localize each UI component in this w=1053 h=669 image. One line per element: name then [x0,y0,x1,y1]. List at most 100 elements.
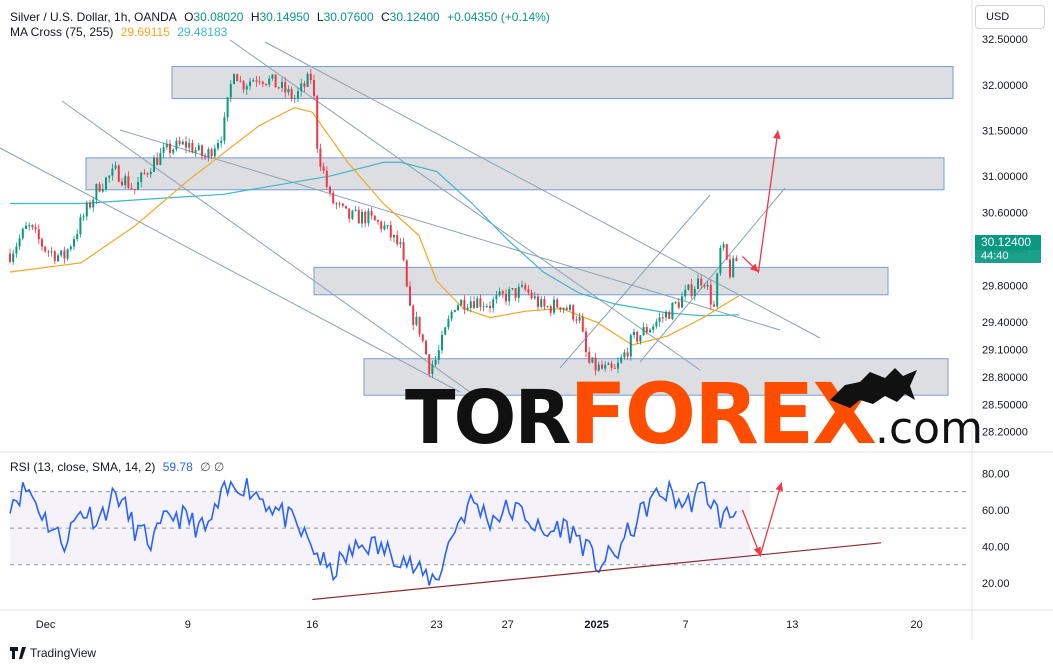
candle-body [658,317,661,322]
candle [684,284,687,301]
candle [428,353,431,378]
currency-selector[interactable]: USD [975,5,1045,29]
candle [713,300,715,308]
candle [146,172,149,178]
candle [537,293,539,311]
candle-body [645,327,648,333]
candle [463,295,466,315]
candle-body [527,289,530,293]
price-tick-label: 28.50000 [982,399,1028,411]
candle [402,237,405,262]
candle-body [367,211,370,224]
ma-slow-value: 29.48183 [177,25,228,39]
candle [697,274,699,290]
symbol-title[interactable]: Silver / U.S. Dollar, 1h, OANDA [10,10,177,24]
candle [287,85,290,96]
candle [258,76,261,85]
rsi-label[interactable]: RSI (13, close, SMA, 14, 2) [10,460,156,474]
candle [181,139,184,146]
candle-body [281,81,283,88]
rsi-tick-label: 20.00 [982,578,1010,590]
candle [597,361,600,372]
candle [357,206,360,224]
candle [482,301,485,312]
candle [149,167,152,178]
candle-body [722,244,725,248]
candle-body [677,302,680,308]
candle-body [716,273,719,307]
candle-body [668,311,671,319]
candle-body [482,306,485,308]
candle-body [322,166,325,171]
ma-fast-value: 29.69115 [120,25,170,39]
tradingview-logo[interactable]: TradingView [10,646,96,660]
ma-label[interactable]: MA Cross (75, 255) [10,25,114,39]
candle-body [25,225,27,229]
candle-body [543,299,546,307]
candle [229,80,232,103]
candle [546,305,549,308]
candle [121,178,123,187]
candle-body [188,143,191,148]
candle-body [293,98,296,100]
candle-body [524,285,527,290]
candle-body [178,140,181,145]
candle [415,311,418,327]
candle-body [146,173,149,175]
candle-body [213,148,216,157]
candle-body [207,149,210,158]
bar-countdown: 44:40 [975,250,1041,263]
candle [645,323,648,335]
candle [677,298,680,310]
price-projection-arrow-head [749,263,759,272]
candle-body [210,149,213,157]
candle [207,147,210,162]
price-tick-label: 29.10000 [982,345,1028,357]
candle [514,288,517,301]
candle-body [316,96,319,149]
candle-body [671,302,674,319]
candle-body [53,251,56,262]
candle-body [373,215,376,221]
candle-body [37,229,40,240]
candle [85,200,88,221]
candle-body [165,143,168,148]
candle [114,161,117,170]
candle [252,77,255,82]
candle-body [76,234,79,240]
candle-body [402,242,405,261]
candle-body [498,291,501,296]
candle [297,87,299,103]
candle-body [399,242,402,245]
candle [517,283,520,303]
candle-body [345,205,347,209]
candle [674,301,677,305]
candle [69,244,72,252]
candle [658,312,661,327]
candle [361,208,363,228]
candle [172,148,175,156]
candle [194,147,197,157]
candle-body [223,117,226,141]
price-tick-label: 29.80000 [982,281,1028,293]
grid-lines [0,0,1053,640]
candle [639,334,642,345]
candle-body [357,209,360,224]
candle [735,255,738,262]
projection-arrow [741,130,781,274]
price-projection-arrow [741,130,779,274]
candle-body [159,153,162,165]
candle-body [729,259,731,278]
candle-body [271,74,274,79]
candle-body [642,327,645,336]
price-zone [85,157,945,191]
candle-body [546,306,549,308]
candle-body [242,81,245,90]
candle-body [409,286,411,306]
candle-body [530,292,533,299]
candle [255,75,258,87]
candle-body [57,255,59,262]
candle [265,83,267,87]
candle [89,199,91,210]
